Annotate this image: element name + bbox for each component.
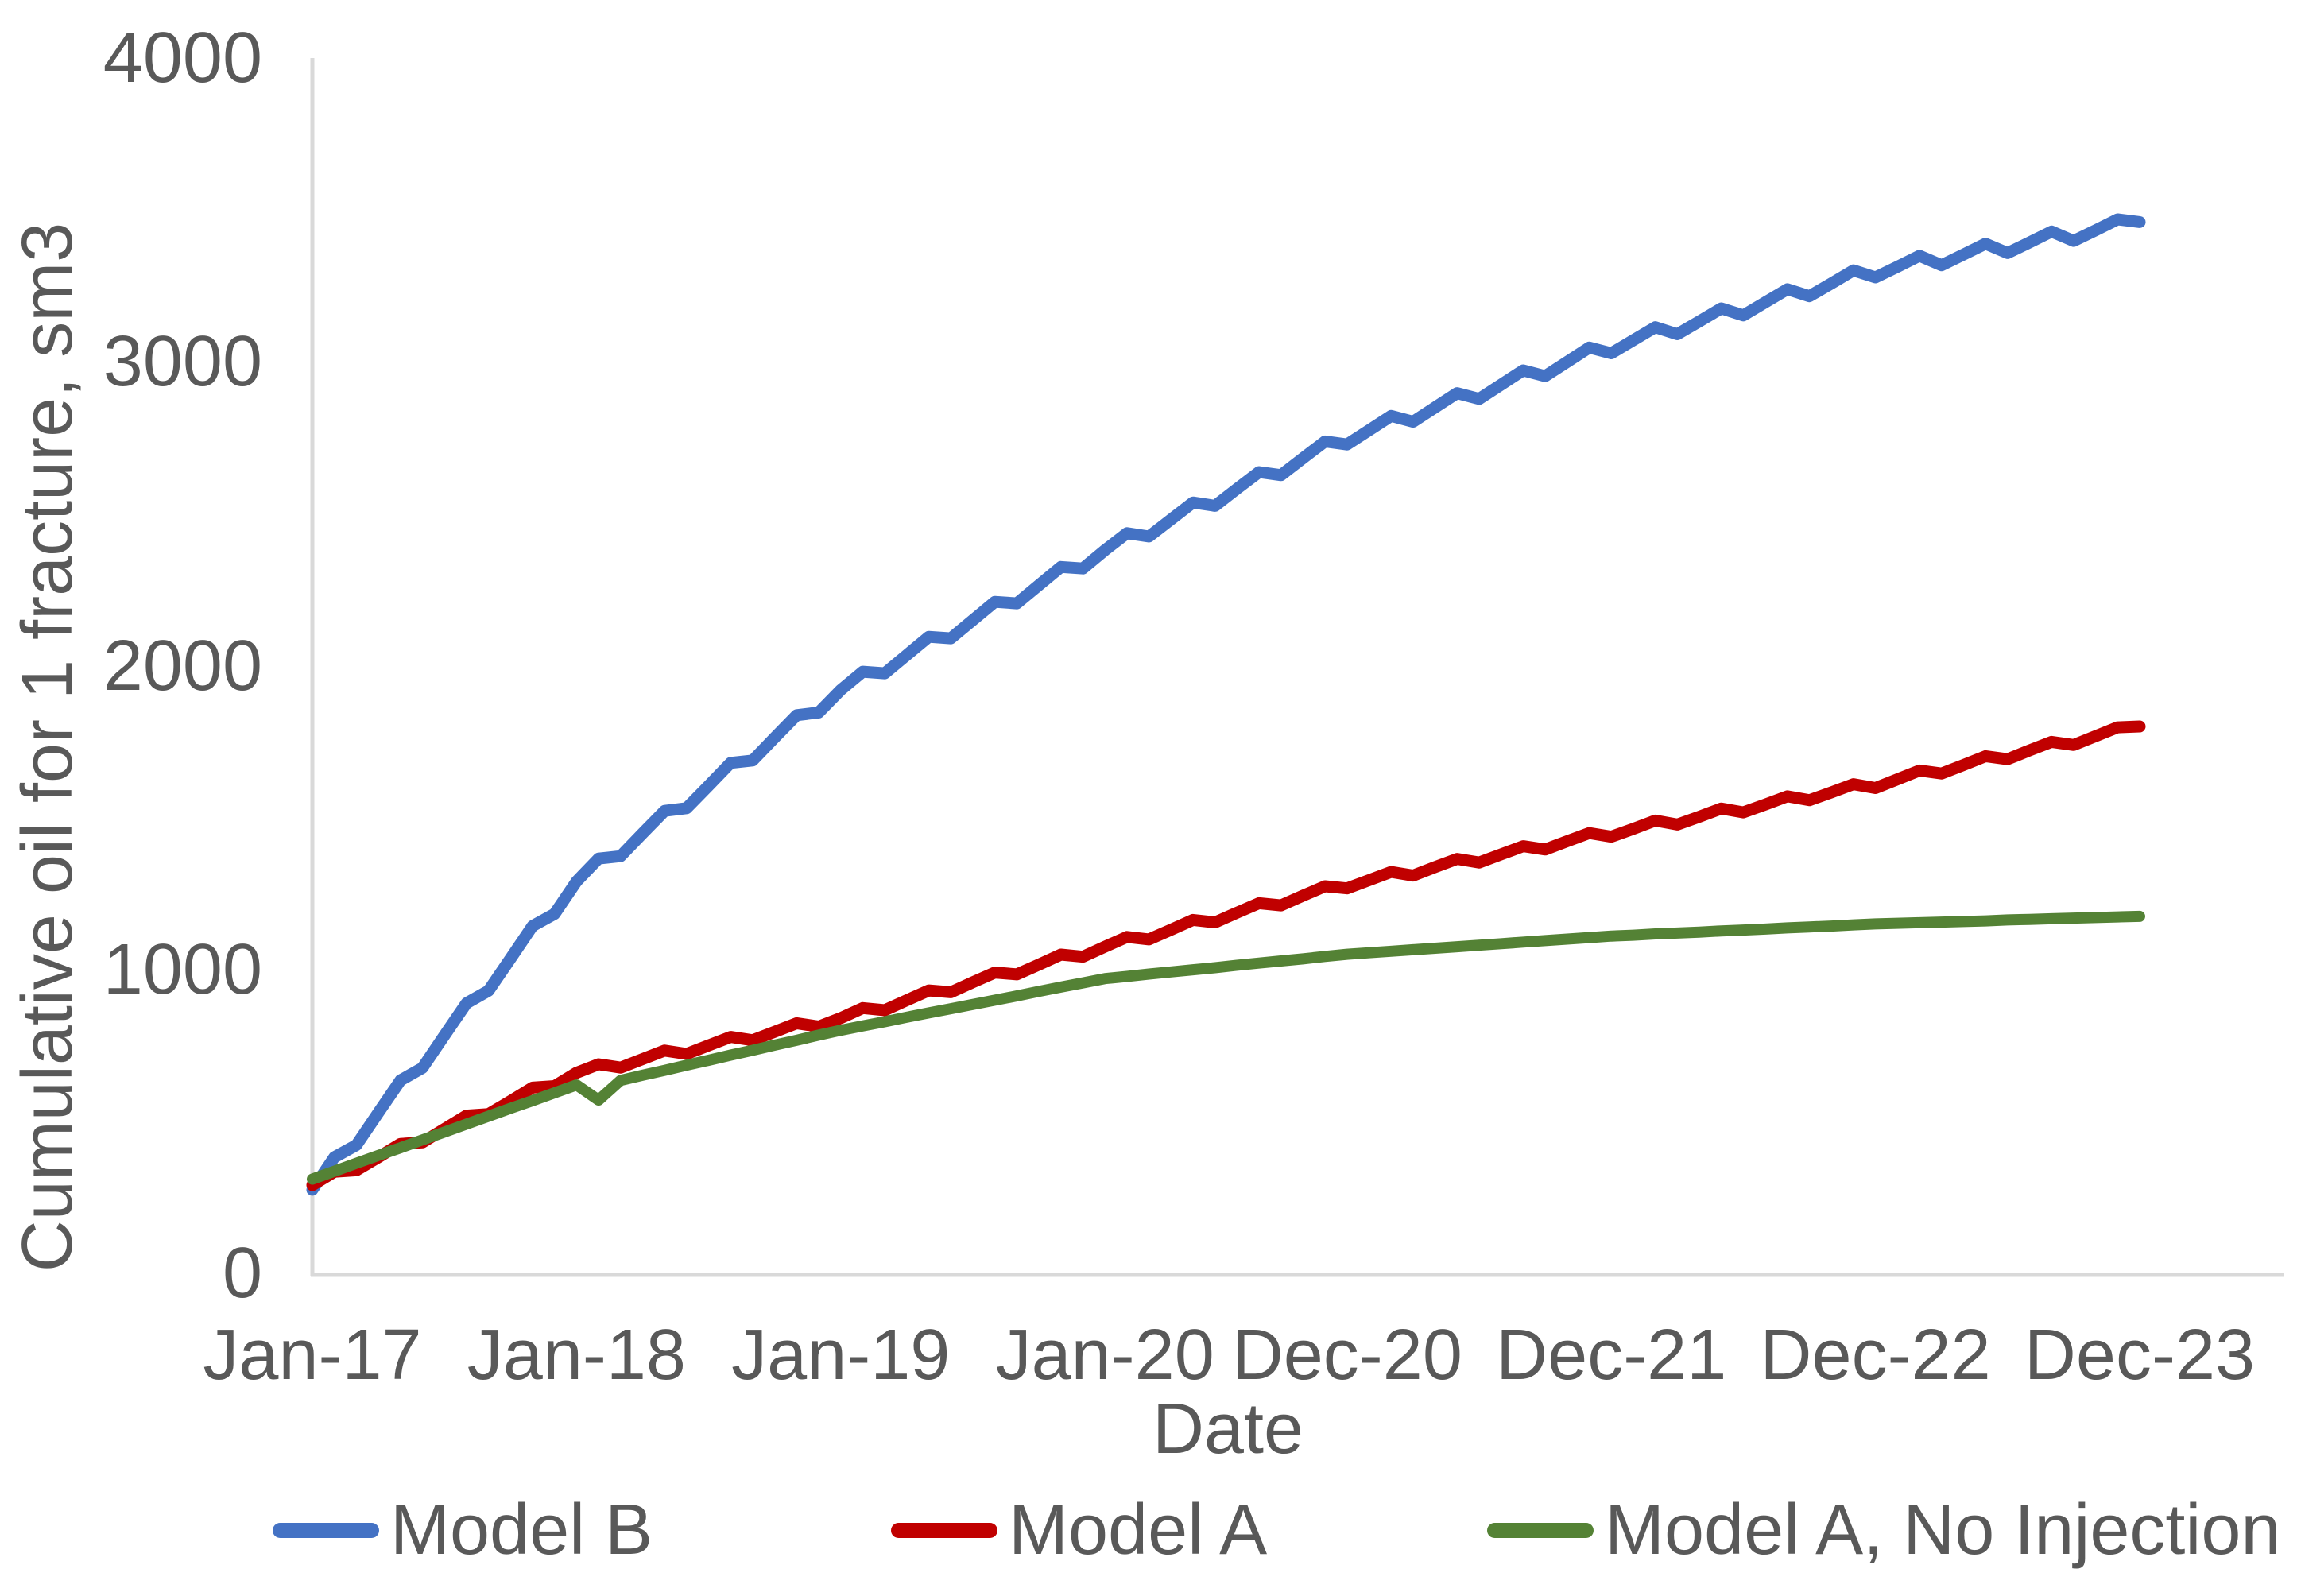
legend-swatch-icon: [1487, 1522, 1594, 1538]
x-tick-label-dec-20: Dec-20: [1231, 1315, 1462, 1395]
y-tick-label-4000: 4000: [103, 18, 262, 98]
x-tick-label-jan-17: Jan-17: [203, 1315, 422, 1395]
legend-swatch-icon: [273, 1522, 379, 1538]
legend-item-model-a-no-injection: Model A, No Injection: [1487, 1488, 2280, 1572]
legend-item-model-a: Model A: [891, 1488, 1267, 1572]
series-line-model-a: [306, 720, 2146, 1191]
x-tick-label-dec-22: Dec-22: [1760, 1315, 1991, 1395]
y-tick-label-1000: 1000: [103, 929, 262, 1009]
x-tick-label-jan-18: Jan-18: [467, 1315, 686, 1395]
x-tick-label-dec-21: Dec-21: [1496, 1315, 1727, 1395]
y-tick-label-2000: 2000: [103, 626, 262, 706]
legend-label: Model B: [390, 1490, 653, 1570]
x-tick-label-jan-19: Jan-19: [731, 1315, 951, 1395]
legend-item-model-b: Model B: [273, 1488, 653, 1572]
legend-label: Model A: [1009, 1490, 1268, 1570]
x-tick-label-jan-20: Jan-20: [995, 1315, 1214, 1395]
legend-swatch-icon: [891, 1522, 997, 1538]
series-line-model-b: [306, 213, 2146, 1196]
y-tick-label-0: 0: [222, 1234, 262, 1313]
y-axis-title: Cumulative oil for 1 fracture, sm3: [8, 222, 87, 1273]
x-tick-label-dec-23: Dec-23: [2024, 1315, 2256, 1395]
series-line-model-a-no-injection: [307, 910, 2145, 1185]
y-tick-label-3000: 3000: [103, 322, 262, 402]
x-axis-title: Date: [1152, 1389, 1304, 1469]
legend-label: Model A, No Injection: [1605, 1490, 2281, 1570]
